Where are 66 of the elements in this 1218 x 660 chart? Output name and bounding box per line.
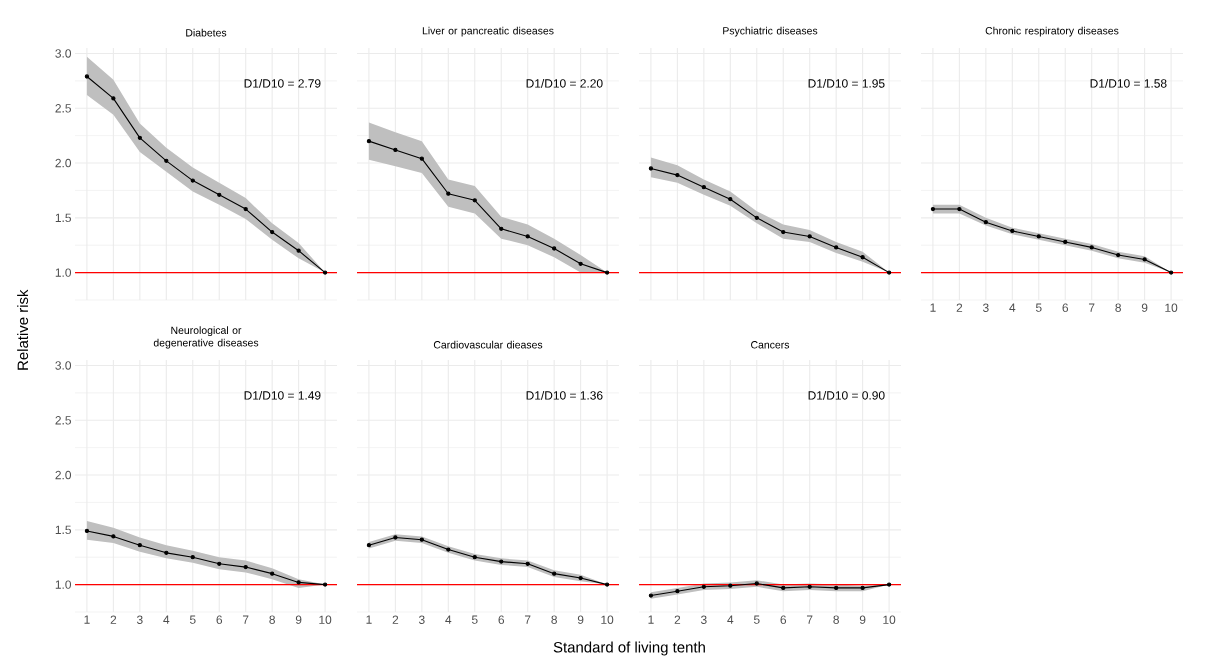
x-tick-label: 5 [1035, 303, 1042, 312]
chart-title: Cardiovascular dieases [433, 340, 543, 349]
x-tick-label: 1 [84, 615, 90, 624]
x-tick-label: 6 [780, 615, 787, 624]
x-tick-label: 5 [471, 615, 478, 624]
x-tick-label: 9 [295, 615, 302, 624]
y-tick-label: 1.5 [55, 213, 71, 222]
y-tick-label: 3.0 [55, 49, 72, 58]
x-tick-label: 4 [163, 615, 170, 624]
x-tick-label: 9 [577, 615, 584, 624]
x-tick-label: 10 [601, 615, 614, 624]
x-tick-label: 1 [930, 303, 936, 312]
x-tick-label: 9 [1141, 303, 1148, 312]
x-tick-label: 7 [806, 615, 813, 624]
y-tick-label: 1.0 [55, 580, 72, 589]
x-tick-label: 6 [1062, 303, 1069, 312]
x-tick-label: 9 [859, 615, 866, 624]
x-tick-label: 7 [1088, 303, 1095, 312]
x-tick-label: 1 [366, 615, 372, 624]
x-tick-label: 8 [1115, 303, 1121, 312]
x-tick-label: 3 [700, 615, 707, 624]
chart-title: Chronic respiratory diseases [985, 26, 1119, 37]
x-tick-label: 5 [189, 615, 196, 624]
y-axis-title: Relative risk [17, 289, 29, 370]
annotation: D1/D10 = 2.79 [244, 78, 321, 88]
y-tick-label: 3.0 [55, 361, 72, 370]
x-tick-label: 7 [242, 615, 249, 624]
y-tick-label: 2.0 [55, 470, 72, 480]
annotation: D1/D10 = 1.58 [1090, 78, 1167, 88]
x-tick-label: 2 [956, 303, 963, 312]
x-tick-label: 3 [136, 615, 143, 624]
x-tick-label: 6 [216, 615, 223, 624]
chart-title: Neurological or degenerative diseases [153, 326, 259, 349]
y-tick-label: 2.5 [55, 416, 71, 425]
x-tick-label: 8 [551, 615, 557, 624]
x-tick-label: 2 [110, 615, 117, 624]
x-tick-label: 8 [833, 615, 839, 624]
x-tick-label: 2 [392, 615, 399, 624]
annotation: D1/D10 = 0.90 [808, 390, 885, 400]
annotation: D1/D10 = 1.36 [526, 390, 603, 400]
annotation: D1/D10 = 1.95 [808, 78, 885, 88]
annotation: D1/D10 = 1.49 [244, 390, 321, 400]
chart-title: Liver or pancreatic diseases [422, 26, 554, 37]
y-tick-label: 2.0 [55, 158, 72, 168]
x-tick-label: 4 [1009, 303, 1016, 312]
x-tick-label: 3 [982, 303, 989, 312]
x-tick-label: 6 [498, 615, 505, 624]
x-tick-label: 1 [648, 615, 654, 624]
x-tick-label: 10 [319, 615, 332, 624]
x-tick-label: 5 [753, 615, 760, 624]
x-tick-label: 10 [883, 615, 896, 624]
chart-title: Psychiatric diseases [723, 26, 818, 37]
x-tick-label: 4 [445, 615, 452, 624]
chart-title: Diabetes [186, 28, 227, 37]
x-axis-title: Standard of living tenth [553, 641, 705, 656]
x-tick-label: 10 [1165, 303, 1178, 312]
x-tick-label: 2 [674, 615, 681, 624]
x-tick-label: 4 [727, 615, 734, 624]
y-tick-label: 2.5 [55, 104, 71, 113]
x-tick-label: 3 [418, 615, 425, 624]
y-tick-label: 1.0 [55, 268, 72, 277]
chart-title: Cancers [751, 341, 790, 349]
y-tick-label: 1.5 [55, 525, 71, 534]
annotation: D1/D10 = 2.20 [526, 78, 603, 88]
x-tick-label: 7 [524, 615, 531, 624]
x-tick-label: 8 [269, 615, 275, 624]
